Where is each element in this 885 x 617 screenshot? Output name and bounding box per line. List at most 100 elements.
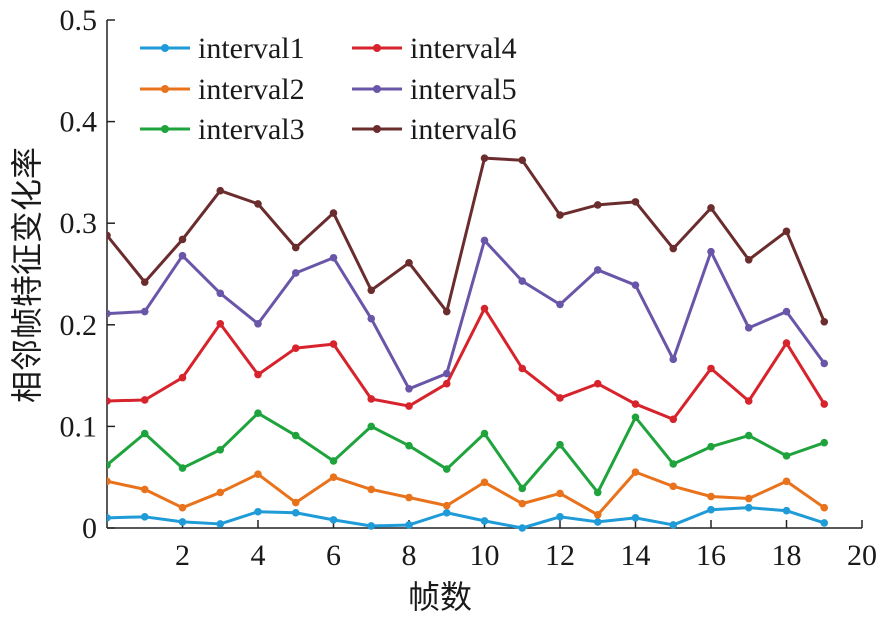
data-point-interval4 [518,364,527,373]
data-point-interval5 [291,269,300,277]
data-point-interval3 [216,445,225,454]
data-point-interval2 [707,492,715,501]
data-point-interval1 [782,506,791,515]
data-point-interval2 [107,477,111,486]
data-point-interval1 [593,518,602,526]
data-point-interval4 [593,379,602,388]
legend-label: interval6 [410,113,517,146]
data-point-interval1 [707,505,715,514]
data-point-interval4 [820,400,829,408]
data-point-interval6 [707,204,715,212]
data-point-interval6 [669,244,678,253]
data-point-interval1 [631,514,640,522]
data-point-interval6 [480,154,489,162]
data-point-interval5 [329,253,338,262]
data-point-interval2 [442,501,451,510]
data-point-interval3 [178,464,187,472]
series-line-interval2 [107,470,826,517]
data-point-interval1 [254,507,262,516]
data-point-interval6 [405,259,413,267]
data-point-interval3 [631,413,640,422]
data-point-interval1 [744,503,753,512]
data-point-interval1 [367,522,376,530]
data-point-interval1 [518,524,527,532]
data-point-interval6 [254,200,262,208]
data-point-interval6 [367,286,376,295]
data-point-interval2 [669,482,678,491]
y-tick-label: 0.2 [60,309,98,342]
legend-swatch-marker [373,44,381,52]
x-tick-label: 10 [470,539,500,572]
series-line-interval3 [107,411,825,494]
legend-label: interval3 [198,113,305,146]
data-point-interval6 [329,209,338,217]
data-point-interval2 [291,498,300,507]
y-tick-label: 0 [82,512,97,545]
data-point-interval2 [556,489,564,498]
x-tick-label: 4 [251,539,266,572]
data-point-interval3 [744,431,753,440]
data-point-interval2 [820,503,829,512]
data-point-interval6 [107,231,111,240]
series-line-interval4 [107,307,826,421]
x-axis-title: 帧数 [408,578,472,616]
legend-swatch-marker [161,44,169,52]
data-point-interval2 [744,494,753,503]
x-tick-label: 2 [175,539,190,572]
data-point-interval5 [107,309,111,318]
data-point-interval5 [442,369,451,378]
series-interval5 [107,236,829,393]
data-point-interval5 [820,359,829,368]
data-point-interval4 [442,379,451,388]
data-point-interval5 [518,277,527,285]
x-tick-label: 12 [545,539,575,572]
data-point-interval1 [216,520,225,528]
data-point-interval6 [442,307,451,316]
data-point-interval3 [254,409,262,417]
data-point-interval4 [178,373,187,382]
data-point-interval2 [254,470,262,478]
data-point-interval5 [669,355,678,364]
data-point-interval4 [405,402,413,410]
legend-label: interval2 [198,73,305,106]
y-axis-title: 相邻帧特征变化率 [8,147,46,403]
data-point-interval5 [405,385,413,393]
legend-label: interval5 [410,73,517,106]
data-point-interval6 [744,255,753,264]
legend-label: interval4 [410,32,517,65]
data-point-interval1 [140,513,149,521]
data-point-interval3 [556,440,564,449]
series-interval4 [107,304,829,424]
plot-area: 0 0.1 0.2 0.3 0.4 0.5 2 4 6 8 10 12 14 16 18 20 [60,4,878,572]
data-point-interval3 [442,465,451,473]
data-point-interval6 [140,278,149,286]
data-point-interval4 [367,395,376,403]
data-point-interval4 [329,340,338,348]
data-point-interval2 [782,477,791,486]
data-point-interval4 [480,304,489,313]
data-point-interval2 [631,468,640,476]
data-point-interval5 [631,281,640,289]
legend-swatch-marker [161,125,169,133]
data-point-interval3 [107,461,111,469]
data-point-interval3 [367,422,376,431]
data-point-interval4 [744,397,753,405]
series-interval6 [107,154,829,326]
data-point-interval5 [707,247,715,256]
data-point-interval4 [556,394,564,402]
data-point-interval1 [442,508,451,517]
data-point-interval2 [140,485,149,494]
data-point-interval5 [782,307,791,316]
y-tick-label: 0.1 [60,410,98,443]
data-point-interval6 [178,235,187,244]
x-tick-label: 16 [696,539,726,572]
series-interval3 [107,409,829,497]
y-tick-label: 0.4 [60,106,98,139]
data-point-interval5 [178,251,187,260]
data-point-interval2 [178,503,187,512]
data-point-interval6 [556,211,564,219]
data-point-interval6 [518,156,527,165]
legend-item-interval6: interval6 [352,113,517,146]
data-point-interval6 [216,186,225,195]
data-point-interval6 [631,198,640,206]
